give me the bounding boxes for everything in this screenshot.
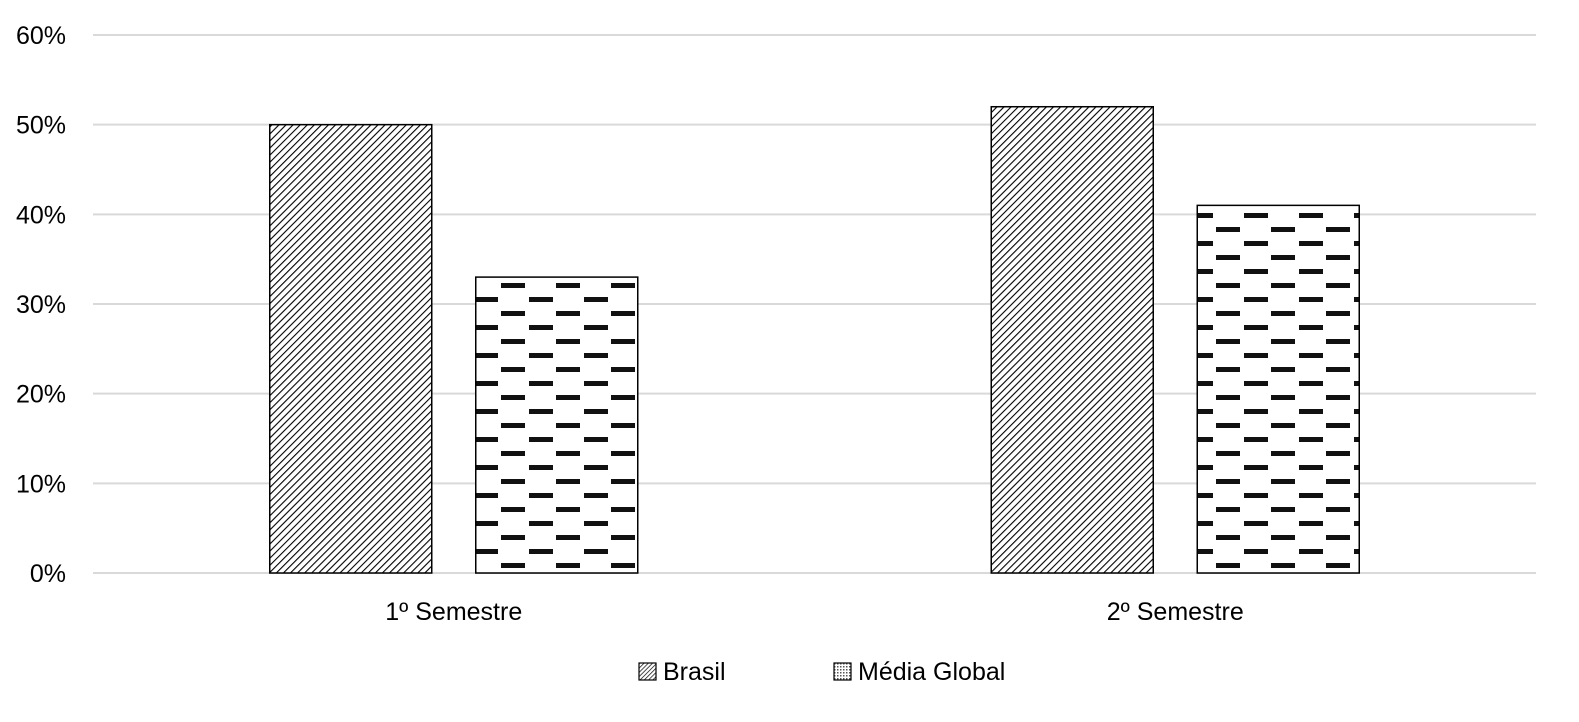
y-tick-label: 20% xyxy=(16,381,66,409)
bars xyxy=(269,105,1360,574)
x-category-label: 2º Semestre xyxy=(1107,598,1244,626)
y-tick-label: 10% xyxy=(16,470,66,498)
y-tick-label: 30% xyxy=(16,291,66,319)
y-tick-label: 0% xyxy=(30,560,66,588)
bar-m-dia-global-1 xyxy=(475,276,639,574)
legend-label: Média Global xyxy=(858,658,1005,686)
y-tick-label: 40% xyxy=(16,201,66,229)
x-category-label: 1º Semestre xyxy=(385,598,522,626)
y-tick-label: 50% xyxy=(16,112,66,140)
legend-label: Brasil xyxy=(663,658,726,686)
legend-swatch xyxy=(833,662,852,681)
legend: Brasil Média Global xyxy=(638,658,1005,686)
y-axis-ticks: 0% 10% 20% 30% 40% 50% 60% xyxy=(16,22,66,588)
bar-m-dia-global-2 xyxy=(1196,204,1360,574)
legend-swatch xyxy=(638,662,657,681)
bar-brasil-2 xyxy=(990,105,1154,574)
bar-brasil-1 xyxy=(269,123,433,574)
y-tick-label: 60% xyxy=(16,22,66,50)
x-axis-labels: 1º Semestre 2º Semestre xyxy=(385,598,1243,626)
